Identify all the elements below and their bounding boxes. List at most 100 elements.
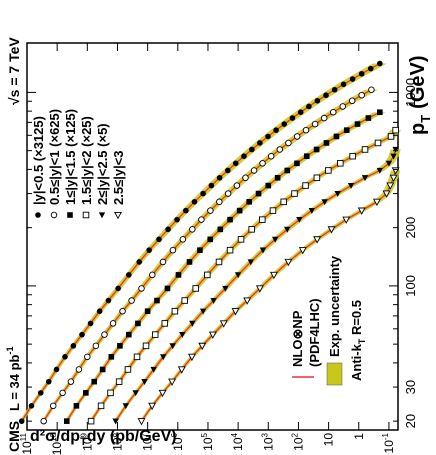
x-tick-label: 1000 xyxy=(403,78,418,107)
luminosity-exponent: -1 xyxy=(5,347,15,355)
data-point xyxy=(348,97,356,105)
data-point xyxy=(159,354,167,361)
legend-label: 0.5≤|y|<1 (×625) xyxy=(47,109,62,205)
data-point xyxy=(284,226,291,233)
data-point xyxy=(231,308,240,316)
x-tick-label: 100 xyxy=(403,275,418,297)
legend-theory-label: NLO⊗NP xyxy=(290,310,305,367)
y-tick-label: 10-1 xyxy=(381,432,396,453)
data-point xyxy=(243,297,252,305)
data-point xyxy=(59,389,66,397)
data-point xyxy=(101,331,108,338)
data-point xyxy=(191,199,198,205)
data-point xyxy=(124,366,132,373)
data-point xyxy=(255,285,264,293)
data-point xyxy=(186,259,193,265)
data-point xyxy=(165,226,171,233)
data-point xyxy=(156,236,162,243)
data-point xyxy=(227,216,233,223)
data-point xyxy=(99,366,106,373)
data-point xyxy=(274,174,281,181)
y-axis-title: d²σ/dpTdy (pb/GeV) xyxy=(30,428,177,448)
y-tick-label: 109 xyxy=(79,432,94,450)
data-point xyxy=(361,146,369,153)
data-point xyxy=(357,207,366,215)
data-point xyxy=(67,378,75,385)
y-tick-label: 106 xyxy=(170,432,185,450)
data-point xyxy=(226,246,234,254)
data-point xyxy=(386,182,395,190)
data-point xyxy=(265,182,272,189)
y-tick-label: 105 xyxy=(200,432,215,450)
data-point xyxy=(392,146,399,153)
data-point xyxy=(284,167,291,174)
data-point xyxy=(273,127,279,133)
data-point xyxy=(150,366,157,373)
y-tick-label: 102 xyxy=(290,432,305,450)
x-axis-label-unit: (GeV) xyxy=(407,55,429,108)
data-point xyxy=(136,259,143,265)
data-point xyxy=(107,389,114,397)
data-point xyxy=(132,390,139,397)
data-point xyxy=(97,402,105,410)
plot-frame xyxy=(26,42,399,431)
data-point xyxy=(365,115,372,121)
data-point xyxy=(158,389,167,398)
data-point xyxy=(385,160,393,167)
data-point xyxy=(294,160,300,167)
data-point xyxy=(259,160,266,167)
data-point xyxy=(340,81,347,88)
data-point xyxy=(325,167,332,174)
data-point xyxy=(142,342,150,350)
data-point xyxy=(313,174,321,182)
data-point xyxy=(321,199,328,206)
data-point xyxy=(334,190,341,197)
data-point xyxy=(87,320,94,327)
data-point xyxy=(40,417,47,425)
data-point xyxy=(372,198,381,207)
x-axis-label: pT(GeV) xyxy=(407,55,433,135)
data-point xyxy=(189,226,196,233)
data-point xyxy=(115,378,123,385)
data-point xyxy=(174,216,180,223)
data-point xyxy=(390,153,397,160)
y-tick-label: 1010 xyxy=(49,432,64,455)
data-point xyxy=(96,308,103,314)
data-point xyxy=(70,343,77,349)
data-point xyxy=(148,402,157,411)
legend-label: 2≤|y|<2.5 (×5) xyxy=(95,123,110,205)
data-point xyxy=(62,354,68,360)
plot-border xyxy=(26,42,399,431)
data-point xyxy=(204,271,211,279)
data-point xyxy=(255,190,262,197)
data-point xyxy=(200,190,206,197)
data-point xyxy=(323,92,329,99)
data-point xyxy=(377,109,383,116)
data-point xyxy=(92,342,100,350)
energy-label: √s = 7 TeV xyxy=(6,37,22,105)
data-point xyxy=(83,390,89,396)
data-point xyxy=(45,378,52,385)
data-point xyxy=(109,320,117,327)
data-point xyxy=(376,167,384,174)
legend-label: 1≤|y|<1.5 (×125) xyxy=(63,109,78,205)
data-point xyxy=(49,402,57,410)
data-point xyxy=(267,152,275,160)
data-point xyxy=(323,140,330,146)
data-point xyxy=(320,114,328,122)
data-point xyxy=(285,139,292,147)
data-point xyxy=(259,247,267,254)
data-point xyxy=(105,297,112,304)
data-point xyxy=(126,272,132,278)
data-point xyxy=(189,320,196,327)
chart-texts: CMS L = 34 pb-1 √s = 7 TeV pT(GeV) d²σ/d… xyxy=(5,37,433,452)
data-point xyxy=(63,418,70,424)
data-point xyxy=(146,247,152,253)
data-point xyxy=(216,198,223,206)
data-point xyxy=(149,271,156,279)
data-point xyxy=(257,140,263,146)
data-point xyxy=(141,379,148,385)
data-point xyxy=(144,308,151,314)
data-point xyxy=(327,226,336,234)
